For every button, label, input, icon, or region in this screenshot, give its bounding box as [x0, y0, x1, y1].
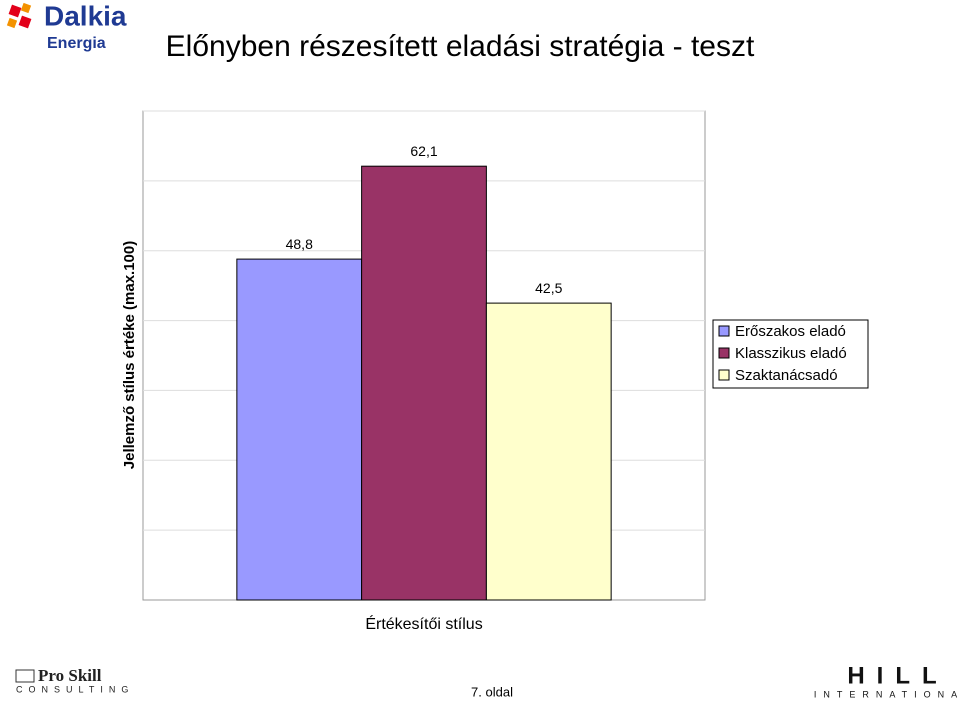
data-label: 62,1: [410, 143, 437, 159]
legend-label: Erőszakos eladó: [735, 323, 846, 340]
x-axis-label: Értékesítői stílus: [365, 614, 482, 633]
legend-label: Klasszikus eladó: [735, 345, 847, 362]
legend-swatch: [718, 325, 730, 337]
y-axis-label: Jellemző stílus értéke (max.100): [121, 241, 138, 469]
bar: [361, 165, 487, 601]
logo-subtext: CONSULTING: [16, 684, 134, 694]
proskill-logo: Pro Skill CONSULTING: [15, 666, 134, 694]
logo-text: HILL: [847, 662, 948, 689]
logo-subtext: Energia: [47, 35, 106, 52]
legend-box: [712, 319, 869, 389]
data-label: 48,8: [286, 236, 313, 252]
legend-swatch: [718, 347, 730, 359]
legend-label: Szaktanácsadó: [735, 367, 838, 384]
data-label: 42,5: [535, 280, 562, 296]
logo-subtext: INTERNATIONAL: [814, 689, 960, 699]
dalkia-logo: Dalkia Energia: [6, 0, 127, 52]
bar: [236, 258, 363, 601]
hill-logo: HILL INTERNATIONAL: [814, 662, 960, 699]
page-number: 7. oldal: [471, 684, 513, 699]
logo-text: Dalkia: [44, 0, 127, 31]
legend-swatch: [718, 369, 730, 381]
logo-icon: [15, 669, 35, 683]
bar: [485, 302, 612, 601]
chart-title: Előnyben részesített eladási stratégia -…: [166, 30, 755, 63]
logo-text: Pro Skill: [38, 666, 102, 685]
